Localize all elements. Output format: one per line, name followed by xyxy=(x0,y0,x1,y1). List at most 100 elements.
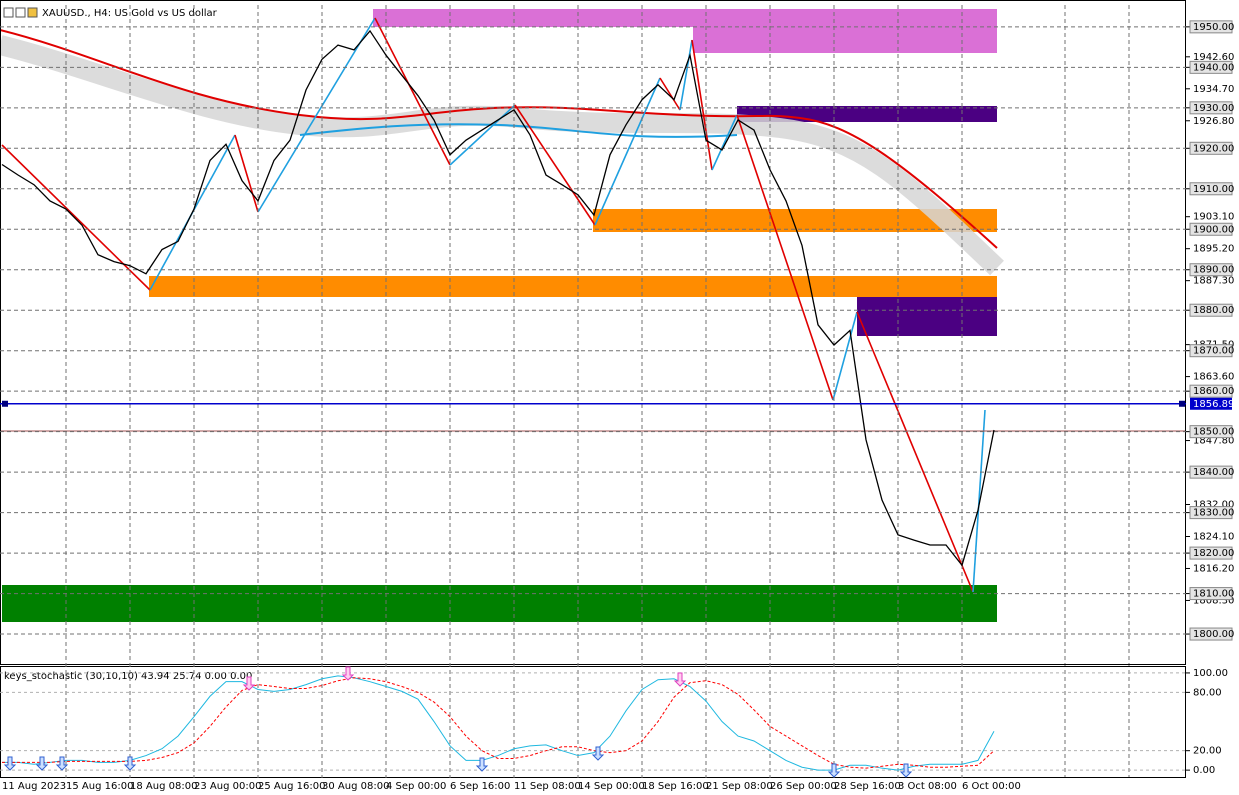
price-box xyxy=(1190,397,1232,410)
y-tick-label: 1810.00 xyxy=(1193,589,1234,600)
arrow-down xyxy=(242,676,256,691)
signal-arrows xyxy=(3,666,913,778)
y-tick-label: 1800.00 xyxy=(1193,629,1234,640)
arrow-down xyxy=(341,666,355,681)
zigzag-up xyxy=(679,39,693,111)
tick-box xyxy=(1189,222,1233,236)
zone xyxy=(593,209,997,232)
icon xyxy=(15,7,26,18)
zigzag-down xyxy=(659,77,681,111)
tick-box xyxy=(1189,60,1233,74)
arrow-up xyxy=(899,763,913,778)
zone xyxy=(857,297,997,336)
zones xyxy=(2,9,997,622)
y-tick-label: 1942.60 xyxy=(1193,52,1234,63)
tick-box xyxy=(1189,506,1233,520)
y-tick-label: 80.00 xyxy=(1193,687,1222,698)
y-tick-label: 20.00 xyxy=(1193,746,1222,757)
zigzag-down xyxy=(1,144,151,291)
x-tick-label: 18 Sep 16:00 xyxy=(642,781,709,792)
arrow-down xyxy=(673,672,687,687)
x-tick-label: 30 Aug 08:00 xyxy=(322,781,389,792)
y-tick-label: 1870.00 xyxy=(1193,346,1234,357)
y-tick-label: 1926.80 xyxy=(1193,116,1234,127)
ma-blue xyxy=(299,123,738,138)
tick-box xyxy=(1189,263,1233,277)
y-tick-label: 0.00 xyxy=(1193,765,1215,776)
y-tick-label: 1863.60 xyxy=(1193,372,1234,383)
x-tick-label: 26 Sep 00:00 xyxy=(770,781,837,792)
zigzag-down xyxy=(514,104,596,226)
y-tick-label: 1950.00 xyxy=(1193,22,1234,33)
x-tick-label: 23 Aug 00:00 xyxy=(194,781,261,792)
tick-box xyxy=(1189,344,1233,358)
zigzag-up xyxy=(972,409,986,593)
tick-box xyxy=(1189,141,1233,155)
x-tick-label: 11 Sep 08:00 xyxy=(514,781,581,792)
tick-box xyxy=(1189,384,1233,398)
x-tick-label: 25 Aug 16:00 xyxy=(258,781,325,792)
x-tick-label: 28 Sep 16:00 xyxy=(834,781,901,792)
y-tick-label: 1920.00 xyxy=(1193,143,1234,154)
y-tick-label: 1860.00 xyxy=(1193,386,1234,397)
tick-box xyxy=(1189,20,1233,34)
arrow-up xyxy=(3,756,17,771)
tick-box xyxy=(1189,627,1233,641)
x-tick-label: 21 Sep 08:00 xyxy=(706,781,773,792)
zigzag-up xyxy=(594,77,661,226)
arrow-up xyxy=(55,756,69,771)
tick-box xyxy=(1189,465,1233,479)
current-price-label: 1856.89 xyxy=(1193,399,1234,410)
series-line xyxy=(1,29,995,567)
x-tick-label: 18 Aug 08:00 xyxy=(130,781,197,792)
x-tick-label: 3 Oct 08:00 xyxy=(898,781,957,792)
tick-box xyxy=(1189,546,1233,560)
zigzag-up xyxy=(832,311,858,401)
zone xyxy=(2,585,997,622)
y-tick-label: 1940.00 xyxy=(1193,62,1234,73)
y-tick-label: 1895.20 xyxy=(1193,244,1234,255)
y-tick-label: 1830.00 xyxy=(1193,508,1234,519)
main-frame xyxy=(0,0,1186,665)
zigzag-down xyxy=(374,17,451,166)
x-tick-label: 14 Sep 00:00 xyxy=(578,781,645,792)
icon xyxy=(3,7,14,18)
arrow-up xyxy=(591,746,605,761)
zone xyxy=(373,9,997,27)
arrow-up xyxy=(35,756,49,771)
zigzag-down xyxy=(856,311,974,593)
y-tick-label: 1824.10 xyxy=(1193,531,1234,542)
tick-box xyxy=(1189,182,1233,196)
y-tick-label: 1840.00 xyxy=(1193,467,1234,478)
arrow-up xyxy=(123,756,137,771)
x-tick-label: 6 Oct 00:00 xyxy=(962,781,1021,792)
y-tick-label: 1903.10 xyxy=(1193,212,1234,223)
y-tick-label: 1816.20 xyxy=(1193,563,1234,574)
x-tick-label: 6 Sep 16:00 xyxy=(450,781,510,792)
y-tick-label: 1832.00 xyxy=(1193,500,1234,511)
indicator-title: keys_stochastic (30,10,10) 43.94 25.74 0… xyxy=(4,671,252,682)
tick-box xyxy=(1189,425,1233,439)
series-line xyxy=(2,675,995,771)
zigzag-up xyxy=(257,17,376,213)
price-marker xyxy=(2,400,8,407)
y-tick-label: 1808.30 xyxy=(1193,595,1234,606)
arrow-up xyxy=(827,763,841,778)
zigzag-down xyxy=(736,114,834,401)
y-tick-label: 1880.00 xyxy=(1193,305,1234,316)
sub-frame xyxy=(0,666,1186,778)
y-tick-label: 1934.70 xyxy=(1193,84,1234,95)
icon xyxy=(27,7,38,18)
series-line xyxy=(2,677,995,769)
x-tick-label: 11 Aug 2023 xyxy=(2,781,66,792)
x-tick-label: 4 Sep 00:00 xyxy=(386,781,446,792)
zigzag-up xyxy=(711,114,738,171)
y-tick-label: 1887.30 xyxy=(1193,276,1234,287)
zone xyxy=(149,276,997,297)
tick-box xyxy=(1189,101,1233,115)
y-tick-label: 1820.00 xyxy=(1193,548,1234,559)
zone xyxy=(693,27,997,53)
y-tick-label: 100.00 xyxy=(1193,668,1228,679)
